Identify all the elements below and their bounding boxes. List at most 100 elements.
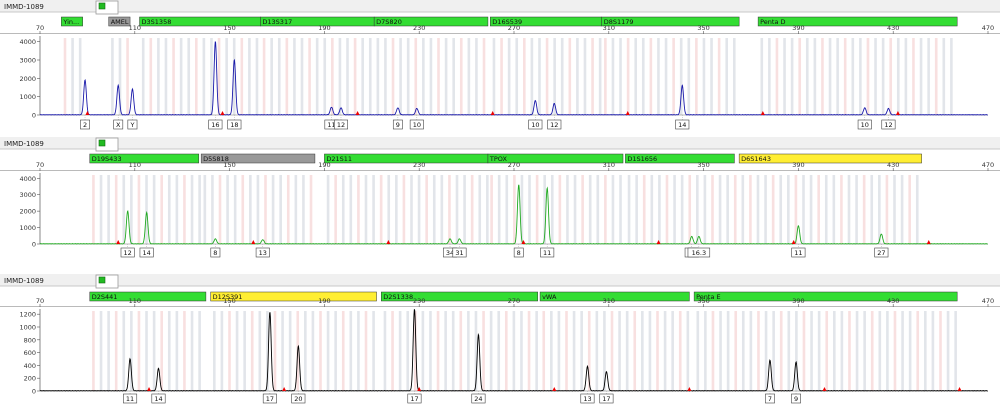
allele-bin — [122, 175, 126, 244]
allele-bin — [357, 175, 360, 244]
allele-call-label: 11 — [543, 249, 551, 257]
allele-bin — [505, 175, 509, 244]
allele-bin — [535, 175, 539, 244]
allele-bin — [137, 175, 141, 244]
allele-call-box — [687, 247, 711, 258]
allele-bin — [440, 175, 444, 244]
allele-bin — [863, 311, 866, 391]
allele-bin — [783, 38, 786, 115]
allele-bin — [760, 38, 764, 115]
marker-label: vWA — [542, 293, 557, 301]
marker-range-bar — [625, 153, 735, 164]
artifact-marker — [251, 240, 256, 244]
allele-call-label: 16 — [211, 121, 219, 129]
marker-range-bar — [200, 153, 316, 164]
allele-bin — [741, 311, 745, 391]
allele-call-label: 14 — [154, 395, 162, 403]
allele-bin — [349, 311, 353, 391]
allele-bin — [915, 175, 919, 244]
allele-bin — [349, 175, 353, 244]
allele-bin — [591, 38, 594, 115]
artifact-marker — [147, 387, 152, 391]
allele-bin — [256, 175, 260, 244]
allele-bin — [771, 175, 775, 244]
marker-label: AMEL — [111, 18, 129, 26]
allele-bin — [107, 311, 110, 391]
allele-bin — [326, 311, 330, 391]
allele-bin — [152, 311, 156, 391]
allele-bin — [99, 311, 103, 391]
allele-call-box — [409, 119, 424, 130]
allele-bin — [338, 38, 342, 115]
panel-1: IMMD-1089 Yin... AMEL D3S1358 D13S317 D7S820 D… — [0, 0, 1000, 130]
allele-bin — [406, 311, 410, 391]
allele-bin — [304, 311, 307, 391]
allele-call-label: 10 — [413, 121, 421, 129]
allele-bin — [459, 311, 463, 391]
allele-bin — [432, 175, 436, 244]
allele-call-box — [765, 393, 775, 404]
allele-bin — [874, 38, 877, 115]
allele-call-label: 9 — [794, 395, 798, 403]
allele-call-label: 11 — [794, 249, 802, 257]
x-tick-label: 470 — [982, 161, 994, 169]
artifact-marker — [490, 111, 495, 115]
marker-label: D12S391 — [213, 293, 243, 301]
x-tick-label: 390 — [792, 24, 804, 32]
allele-bin — [92, 175, 95, 244]
marker-range-bar — [601, 16, 740, 27]
allele-bin — [635, 175, 638, 244]
allele-bin — [425, 175, 428, 244]
allele-bin — [190, 175, 194, 244]
allele-bin — [603, 311, 606, 391]
x-tick-label: 270 — [508, 24, 520, 32]
allele-bin — [798, 38, 802, 115]
x-tick-label: 470 — [982, 297, 994, 305]
marker-label: D19S433 — [92, 155, 122, 163]
artifact-marker — [656, 240, 661, 244]
allele-bin — [346, 38, 349, 115]
marker-label: D13S317 — [262, 18, 292, 26]
allele-bin — [916, 311, 920, 391]
y-tick-label: 600 — [24, 349, 36, 357]
allele-bin — [719, 311, 722, 391]
allele-call-label: 12 — [337, 121, 345, 129]
allele-bin — [383, 311, 387, 391]
allele-call-box — [210, 247, 221, 258]
allele-bin — [641, 38, 645, 115]
allele-bin — [520, 311, 523, 391]
allele-bin — [281, 311, 284, 391]
allele-bin — [421, 311, 425, 391]
allele-bin — [467, 311, 470, 391]
allele-bin — [558, 175, 562, 244]
allele-bin — [264, 175, 267, 244]
allele-bin — [451, 311, 455, 391]
allele-bin — [658, 175, 661, 244]
allele-bin — [696, 311, 700, 391]
allele-bin — [878, 175, 881, 244]
allele-bin — [368, 38, 372, 115]
marker-range-bar — [539, 291, 690, 302]
allele-bin — [334, 175, 337, 244]
allele-bin — [802, 311, 806, 391]
allele-bin — [703, 175, 707, 244]
allele-bin — [523, 38, 526, 115]
allele-bins — [63, 38, 953, 115]
allele-bin — [673, 175, 676, 244]
x-tick-label: 270 — [508, 161, 520, 169]
allele-bin — [686, 311, 690, 391]
allele-bin — [538, 38, 541, 115]
allele-bin — [179, 38, 183, 115]
allele-call-label: 9 — [396, 121, 400, 129]
allele-bin — [702, 38, 706, 115]
allele-call-label: 2 — [83, 121, 87, 129]
allele-bin — [364, 175, 368, 244]
allele-bin — [353, 38, 357, 115]
allele-call-label: 20 — [294, 395, 302, 403]
allele-bin — [870, 311, 874, 391]
allele-bin — [218, 175, 222, 244]
allele-bin — [217, 38, 221, 115]
allele-call-box — [599, 393, 614, 404]
allele-bin — [813, 38, 817, 115]
